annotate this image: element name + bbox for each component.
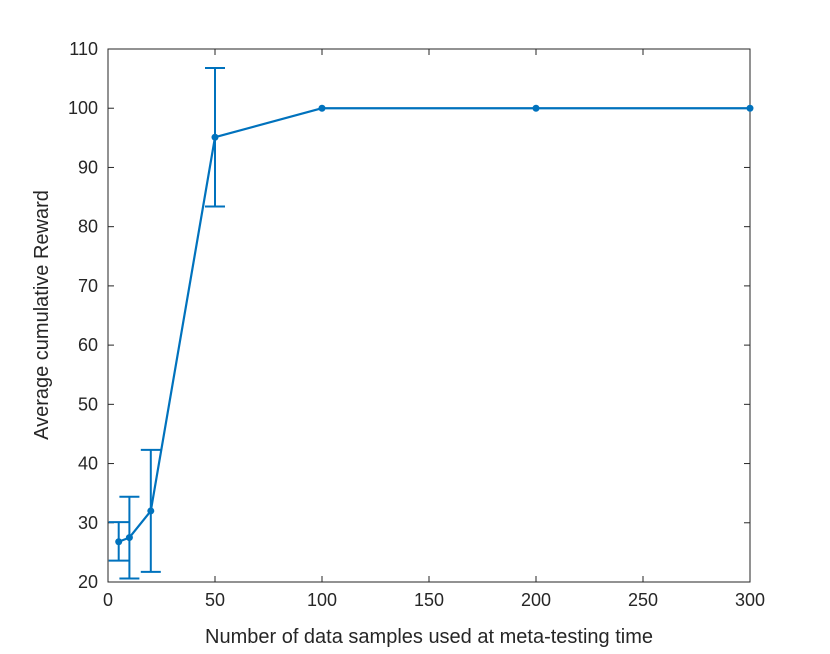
x-tick-label: 250 (628, 590, 658, 610)
data-point (211, 133, 219, 141)
y-tick-label: 20 (78, 572, 98, 592)
x-tick-label: 200 (521, 590, 551, 610)
data-point (147, 507, 155, 515)
data-point (318, 104, 326, 112)
data-series (108, 66, 754, 580)
tick-labels: 0 50 100 150 200 250 300 20 30 40 50 60 70 80 90 100 110 (68, 39, 765, 610)
data-point (125, 534, 133, 542)
x-axis-label: Number of data samples used at meta-test… (205, 626, 653, 648)
y-tick-label: 40 (78, 454, 98, 474)
y-tick-label: 50 (78, 394, 98, 414)
data-point (532, 104, 540, 112)
x-tick-label: 50 (205, 590, 225, 610)
x-tick-label: 100 (307, 590, 337, 610)
y-tick-label: 100 (68, 98, 98, 118)
y-tick-label: 60 (78, 335, 98, 355)
axes (107, 48, 751, 583)
y-tick-label: 70 (78, 276, 98, 296)
data-point (115, 538, 123, 546)
x-tick-label: 0 (103, 590, 113, 610)
y-tick-label: 110 (69, 39, 98, 59)
y-tick-label: 90 (78, 157, 98, 177)
y-tick-label: 80 (78, 217, 98, 237)
y-tick-label: 30 (78, 513, 98, 533)
plot-area (108, 49, 750, 582)
x-tick-label: 300 (735, 590, 765, 610)
data-point (746, 104, 754, 112)
x-tick-label: 150 (414, 590, 444, 610)
y-axis-label: Average cumulative Reward (31, 190, 53, 440)
